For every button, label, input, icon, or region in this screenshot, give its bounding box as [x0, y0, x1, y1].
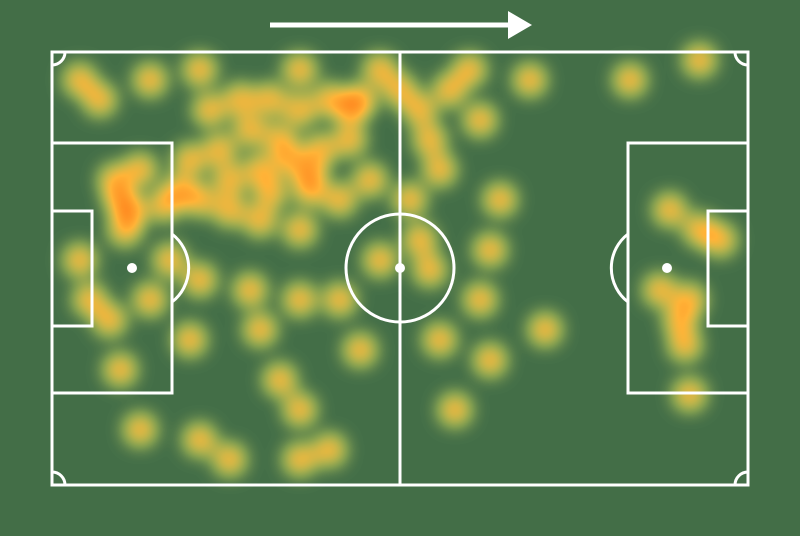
- heat-point: [513, 64, 546, 97]
- direction-arrow: [270, 11, 532, 39]
- heat-point: [403, 93, 436, 126]
- heat-point: [134, 64, 167, 97]
- heat-point: [244, 313, 277, 346]
- heat-point: [484, 183, 517, 216]
- right-d-arc: [609, 232, 629, 304]
- heat-point: [264, 123, 297, 156]
- heat-point: [183, 423, 216, 456]
- heat-point: [474, 344, 507, 377]
- heat-point: [234, 274, 267, 307]
- heat-point: [283, 213, 316, 246]
- center-circle: [344, 212, 456, 324]
- heat-point: [173, 144, 206, 177]
- right-penalty-spot: [662, 263, 672, 273]
- heat-point: [213, 193, 246, 226]
- heat-point: [224, 83, 257, 116]
- heat-point: [254, 176, 287, 209]
- left-penalty-spot: [127, 263, 137, 273]
- heat-point: [704, 223, 737, 256]
- heat-point: [244, 204, 277, 237]
- heat-point: [183, 183, 216, 216]
- heat-point: [354, 163, 387, 196]
- heat-point: [148, 188, 181, 221]
- corner-arc: [733, 51, 749, 67]
- heat-point: [669, 328, 702, 361]
- heat-point: [183, 53, 216, 86]
- heat-point: [193, 93, 226, 126]
- heat-point: [683, 44, 716, 77]
- heat-point: [663, 304, 696, 337]
- heat-point: [234, 113, 267, 146]
- heat-point: [283, 443, 316, 476]
- heat-point: [323, 183, 356, 216]
- heat-point: [283, 283, 316, 316]
- heat-point: [93, 304, 126, 337]
- heat-point: [124, 413, 157, 446]
- right-goal-box: [706, 209, 750, 328]
- heat-point: [63, 244, 96, 277]
- heat-point: [115, 195, 148, 228]
- heat-point: [403, 223, 436, 256]
- heat-point: [323, 283, 356, 316]
- heat-point: [643, 274, 676, 307]
- heat-point: [413, 253, 446, 286]
- heat-point: [433, 74, 466, 107]
- left-goal-box: [50, 209, 94, 328]
- heat-point: [203, 134, 236, 167]
- heat-point: [183, 263, 216, 296]
- heat-point: [364, 53, 397, 86]
- heat-point: [344, 334, 377, 367]
- heat-point: [334, 93, 367, 126]
- heat-point: [313, 433, 346, 466]
- corner-arc: [51, 470, 67, 486]
- heat-point: [173, 323, 206, 356]
- heat-point: [283, 53, 316, 86]
- heat-point: [413, 123, 446, 156]
- heat-point: [474, 234, 507, 267]
- heat-point: [104, 353, 137, 386]
- heat-point: [153, 244, 186, 277]
- heat-point: [464, 283, 497, 316]
- pitch-lines: [50, 50, 750, 487]
- heat-point: [134, 283, 167, 316]
- heat-point: [653, 193, 686, 226]
- left-d-arc: [171, 232, 191, 304]
- heat-point: [213, 163, 246, 196]
- heat-point: [98, 163, 131, 196]
- heat-point: [63, 64, 96, 97]
- heat-point: [283, 93, 316, 126]
- center-spot: [395, 263, 405, 273]
- heat-point: [213, 443, 246, 476]
- heat-point: [83, 83, 116, 116]
- heat-point: [283, 393, 316, 426]
- heat-point: [264, 363, 297, 396]
- corner-arc: [733, 470, 749, 486]
- heat-point: [423, 323, 456, 356]
- heat-point: [453, 53, 486, 86]
- arrow-head: [508, 11, 532, 39]
- heat-point: [464, 104, 497, 137]
- heat-point: [254, 83, 287, 116]
- corner-arc: [51, 51, 67, 67]
- heat-point: [529, 313, 562, 346]
- heat-point: [333, 123, 366, 156]
- heat-point: [73, 283, 106, 316]
- heat-point: [364, 244, 397, 277]
- heat-point: [393, 183, 426, 216]
- heat-point: [124, 153, 157, 186]
- heat-point: [614, 64, 647, 97]
- heatmap: [63, 44, 737, 476]
- heat-point: [294, 156, 327, 189]
- heat-point: [439, 393, 472, 426]
- heat-point: [423, 153, 456, 186]
- heat-point: [673, 378, 706, 411]
